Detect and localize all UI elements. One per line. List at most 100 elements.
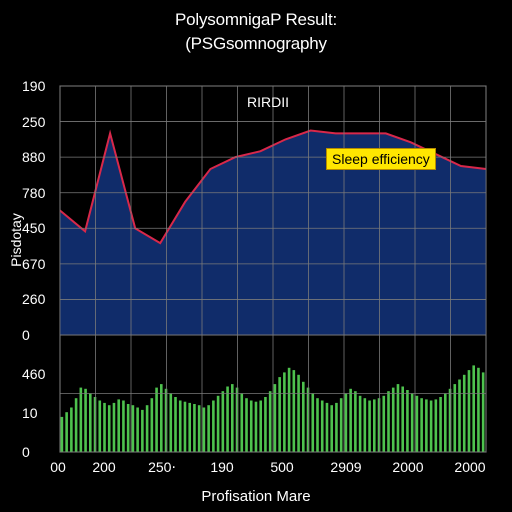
bar (406, 390, 409, 452)
y-tick-label: 0 (22, 444, 30, 460)
bar (354, 391, 357, 452)
bar (155, 387, 158, 452)
bar (145, 405, 149, 452)
bar (84, 388, 87, 452)
bar (420, 398, 423, 452)
bar (429, 400, 433, 452)
bar (302, 381, 305, 452)
x-tick-label: 2909 (330, 459, 362, 475)
bar (415, 395, 419, 452)
chart-title-line2: (PSGsomnography (185, 34, 327, 53)
bar (349, 388, 352, 452)
bar (178, 400, 182, 452)
bar (268, 391, 272, 452)
bar (226, 386, 229, 452)
bar (311, 393, 315, 452)
bar (235, 387, 239, 452)
bar (481, 372, 485, 452)
bar (339, 398, 343, 452)
bar (358, 395, 362, 452)
bar (122, 400, 125, 452)
bar (136, 407, 139, 452)
bar (387, 391, 390, 452)
bar (410, 393, 414, 452)
bar (93, 397, 97, 452)
bar (335, 402, 338, 452)
bar (377, 398, 381, 452)
bar (89, 393, 92, 452)
bar (320, 400, 324, 452)
bar (306, 387, 310, 452)
x-tick-label: 500 (270, 459, 294, 475)
bar (249, 400, 253, 452)
bar (212, 400, 215, 452)
bar (183, 401, 187, 452)
y-tick-label: 250 (22, 113, 46, 130)
y-tick-label: 670 (22, 255, 46, 272)
bar (287, 367, 291, 452)
x-tick-label: 190 (210, 459, 234, 475)
bar (245, 398, 248, 452)
y-tick-label: 260 (22, 291, 46, 308)
bar (164, 388, 168, 452)
bar (325, 402, 329, 452)
bar (65, 412, 68, 452)
bar (60, 416, 64, 452)
y-tick-label: 0 (22, 327, 30, 343)
x-tick-label: 2000 (392, 459, 424, 475)
bar (453, 384, 457, 452)
bar (169, 393, 173, 452)
bar (391, 387, 395, 452)
bar (448, 388, 452, 452)
bar (174, 397, 177, 452)
bar (273, 384, 277, 452)
bar (74, 398, 78, 452)
bar (112, 402, 116, 452)
bar (363, 398, 367, 452)
bar (462, 374, 466, 452)
bar (216, 395, 220, 452)
bar (278, 377, 281, 452)
bar (292, 370, 296, 452)
bar (107, 405, 111, 452)
bar (160, 384, 163, 452)
bar (254, 401, 258, 452)
bar (231, 384, 234, 452)
y-tick-label: 880 (22, 149, 46, 166)
chart-title-line1: PolysomnigaP Result: (175, 10, 337, 29)
y-axis-label: Pisdotay (8, 213, 24, 267)
bar (396, 384, 400, 452)
bar (103, 402, 106, 452)
bar (297, 374, 300, 452)
bar (316, 398, 319, 452)
bar (240, 393, 244, 452)
bar (117, 399, 120, 452)
bar (344, 393, 348, 452)
plot-inner-label: RIRDII (247, 94, 289, 110)
bar (264, 397, 267, 452)
bar (382, 395, 386, 452)
bar (197, 405, 201, 452)
x-tick-label: 250⋅ (148, 459, 176, 475)
bar (401, 386, 404, 452)
bar (477, 367, 480, 452)
bar (207, 405, 210, 452)
bar (150, 398, 154, 452)
bar (141, 409, 144, 452)
bar (368, 400, 371, 452)
bar (188, 402, 191, 452)
bar (472, 365, 475, 452)
bar (467, 370, 471, 452)
bar (330, 405, 333, 452)
bar (131, 405, 135, 452)
bar (202, 407, 206, 452)
x-axis-label: Profisation Mare (201, 488, 311, 505)
y-tick-label: 190 (22, 78, 46, 94)
x-tick-label: 00 (50, 459, 66, 475)
bar (439, 397, 442, 452)
bar (259, 400, 262, 452)
bar (444, 393, 447, 452)
bar (126, 404, 130, 452)
sleep-efficiency-annotation: Sleep efficiency (326, 148, 436, 170)
